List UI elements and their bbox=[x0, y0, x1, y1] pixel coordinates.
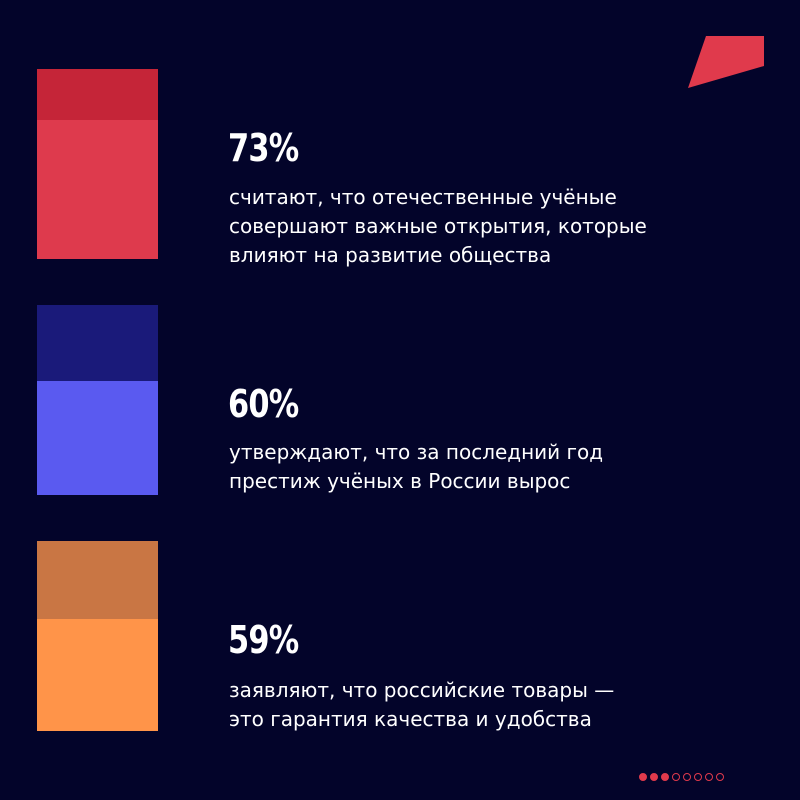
stat-percent: 60% bbox=[228, 382, 299, 426]
stat-bar-remainder bbox=[37, 69, 158, 120]
stat-bar-remainder bbox=[37, 305, 158, 381]
stat-bar-value bbox=[37, 381, 158, 495]
stat-bar bbox=[37, 305, 158, 495]
page-dot bbox=[672, 773, 680, 781]
page-dot bbox=[639, 773, 647, 781]
stat-description: заявляют, что российские товары — это га… bbox=[229, 678, 615, 731]
stat-bar-remainder bbox=[37, 541, 158, 619]
page-dot bbox=[705, 773, 713, 781]
page-dot bbox=[650, 773, 658, 781]
page-dot bbox=[683, 773, 691, 781]
stat-percent: 59% bbox=[228, 618, 299, 662]
stat-bar-value bbox=[37, 619, 158, 731]
logo-icon bbox=[688, 36, 764, 88]
page-dot bbox=[716, 773, 724, 781]
page-indicator bbox=[639, 773, 724, 787]
stat-description: утверждают, что за последний год престиж… bbox=[229, 440, 604, 493]
stat-percent: 73% bbox=[228, 126, 299, 170]
stat-bar bbox=[37, 541, 158, 731]
stat-bar-value bbox=[37, 120, 158, 259]
stat-bar bbox=[37, 69, 158, 259]
page-dot bbox=[694, 773, 702, 781]
stat-description: считают, что отечественные учёные соверш… bbox=[229, 185, 647, 267]
page-dot bbox=[661, 773, 669, 781]
